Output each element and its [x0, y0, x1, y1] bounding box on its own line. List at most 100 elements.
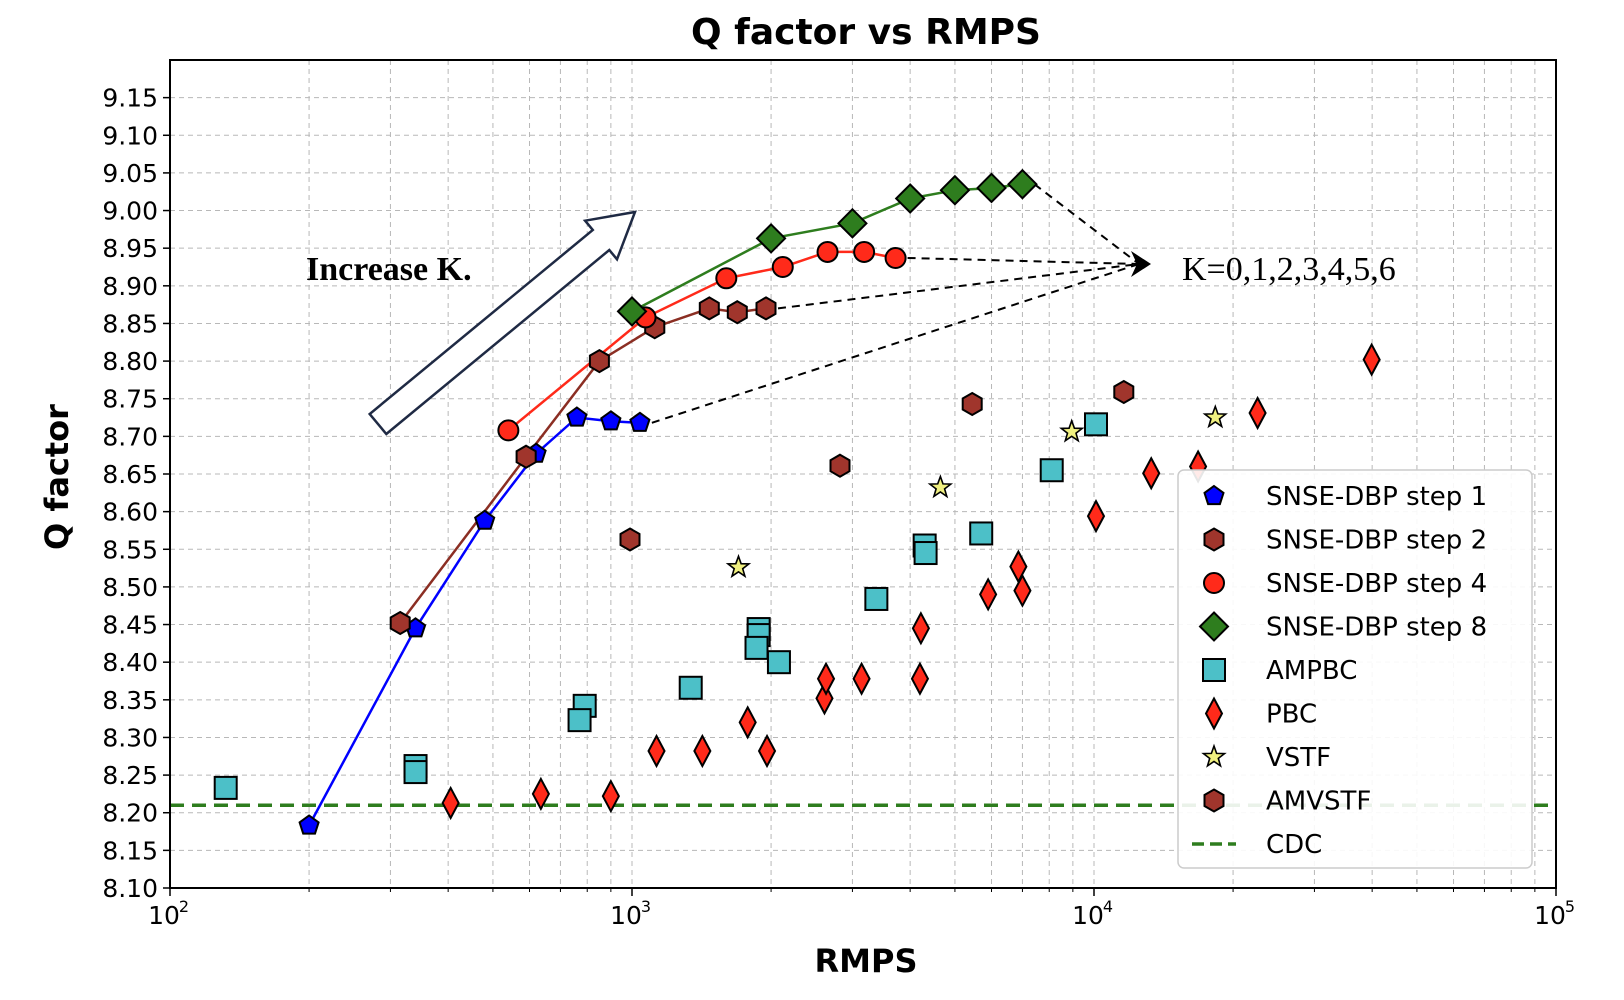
snse-dbp-step-1-point	[298, 814, 320, 835]
snse-dbp-step-4-point	[715, 267, 738, 290]
pbc-point	[911, 611, 931, 646]
k-annotation-dashed-line	[907, 256, 1140, 265]
amvstf-point	[1113, 379, 1135, 405]
y-tick-label: 8.70	[102, 422, 158, 451]
y-tick-label: 8.95	[102, 234, 158, 263]
legend-swatch-pbc	[1204, 696, 1224, 731]
ampbc-point	[1083, 412, 1108, 437]
snse-dbp-step-2-point	[755, 296, 777, 321]
legend: SNSE-DBP step 1 SNSE-DBP step 2 SNSE-DBP s…	[1177, 469, 1533, 869]
y-tick-label: 8.30	[102, 723, 158, 752]
pbc-point	[816, 661, 836, 696]
pbc-point	[1248, 395, 1267, 431]
y-axis-ticks: 8.10 8.15 8.20 8.25 8.30 8.35 8.40 8.45 8.50 8.55…	[102, 84, 170, 903]
legend-label-vstf: VSTF	[1266, 743, 1331, 773]
k-annotation-dashed-line	[777, 263, 1140, 310]
snse-dbp-step-4-point	[497, 419, 520, 442]
y-tick-label: 8.55	[102, 535, 158, 564]
x-tick-exponent: 5	[1565, 897, 1575, 916]
vstf-point	[725, 553, 752, 579]
snse-dbp-step-4-point	[853, 240, 876, 263]
y-tick-label: 8.75	[102, 385, 158, 414]
vstf-point	[927, 474, 954, 499]
snse-dbp-step-4-point	[771, 256, 794, 278]
ampbc-point	[567, 708, 592, 733]
pbc-point	[979, 577, 998, 612]
y-tick-label: 8.10	[102, 874, 158, 903]
k-annotation-arrowhead	[1131, 251, 1151, 277]
pbc-point	[757, 733, 777, 769]
vstf-point	[1059, 418, 1085, 443]
k-annotation-dashed-line	[1033, 183, 1140, 265]
ampbc-point	[766, 650, 791, 675]
snse-dbp-step-4-point	[816, 240, 839, 263]
k-annotation-dashed-line	[651, 263, 1140, 424]
x-tick-exponent: 4	[1103, 897, 1113, 916]
snse-dbp-step-1-point	[600, 410, 622, 431]
y-tick-label: 8.40	[102, 648, 158, 677]
y-tick-label: 8.80	[102, 347, 158, 376]
snse-dbp-step-8-point	[837, 207, 868, 239]
y-tick-label: 9.10	[102, 121, 158, 150]
increase-k-annotation: Increase K.	[306, 210, 637, 436]
ampbc-point	[913, 541, 938, 566]
x-axis-ticks: 10 2 10 3 10 4 10 5	[148, 888, 1575, 930]
pbc-point	[693, 733, 712, 769]
amvstf-point	[961, 391, 983, 417]
amvstf-point	[619, 527, 641, 552]
legend-label-cdc: CDC	[1266, 830, 1322, 860]
annotation-arrows	[651, 183, 1151, 424]
snse-dbp-step-2-point	[389, 610, 411, 636]
snse-dbp-step-1-point	[629, 411, 651, 432]
y-tick-label: 8.90	[102, 272, 158, 301]
snse-dbp-step-2-point	[726, 300, 748, 325]
legend-label-ampbc: AMPBC	[1266, 656, 1357, 686]
chart-title: Q factor vs RMPS	[691, 12, 1041, 53]
legend-swatch-amvstf	[1203, 788, 1225, 813]
x-tick-label: 10	[610, 901, 642, 930]
legend-swatch-vstf	[1201, 743, 1227, 768]
snse-dbp-step-8-point	[616, 295, 648, 327]
x-tick-exponent: 2	[179, 897, 189, 916]
ampbc-point	[678, 675, 703, 700]
legend-swatch-snse-dbp-step-2	[1203, 527, 1225, 552]
snse-dbp-step-8-point	[1007, 168, 1038, 200]
ampbc-point	[969, 521, 994, 546]
y-axis-label: Q factor	[38, 404, 76, 550]
legend-label-snse-dbp-step-8: SNSE-DBP step 8	[1266, 613, 1487, 643]
x-tick-label: 10	[148, 901, 180, 930]
y-tick-label: 9.00	[102, 197, 158, 226]
snse-dbp-step-8-point	[755, 222, 787, 254]
pbc-point	[441, 785, 460, 821]
y-tick-label: 9.15	[102, 84, 158, 113]
legend-swatch-ampbc	[1202, 658, 1226, 682]
x-tick-label: 10	[1534, 901, 1566, 930]
legend-label-snse-dbp-step-4: SNSE-DBP step 4	[1266, 569, 1487, 599]
snse-dbp-step-2-point	[698, 296, 720, 321]
y-tick-label: 8.20	[102, 799, 158, 828]
snse-dbp-step-1-point	[474, 509, 496, 530]
vstf-point	[1202, 404, 1228, 429]
legend-swatch-snse-dbp-step-1	[1203, 484, 1225, 506]
x-tick-exponent: 3	[641, 897, 651, 916]
y-tick-label: 8.50	[102, 573, 158, 602]
pbc-point	[738, 705, 757, 740]
snse-dbp-step-8-point	[894, 183, 926, 214]
x-tick-label: 10	[1072, 901, 1104, 930]
legend-box	[1177, 469, 1533, 869]
legend-label-pbc: PBC	[1266, 700, 1317, 730]
legend-label-snse-dbp-step-1: SNSE-DBP step 1	[1266, 482, 1487, 512]
snse-dbp-step-8-point	[939, 174, 971, 206]
y-tick-label: 8.15	[102, 836, 158, 865]
legend-label-amvstf: AMVSTF	[1266, 787, 1371, 817]
amvstf-point	[829, 453, 851, 478]
y-tick-label: 8.35	[102, 686, 158, 715]
pbc-point	[531, 776, 551, 812]
y-tick-label: 9.05	[102, 159, 158, 188]
pbc-point	[1086, 499, 1106, 534]
legend-swatch-snse-dbp-step-8	[1198, 611, 1230, 642]
pbc-point	[1013, 573, 1032, 608]
pbc-point	[1362, 342, 1381, 377]
snse-dbp-step-4-point	[884, 246, 907, 269]
